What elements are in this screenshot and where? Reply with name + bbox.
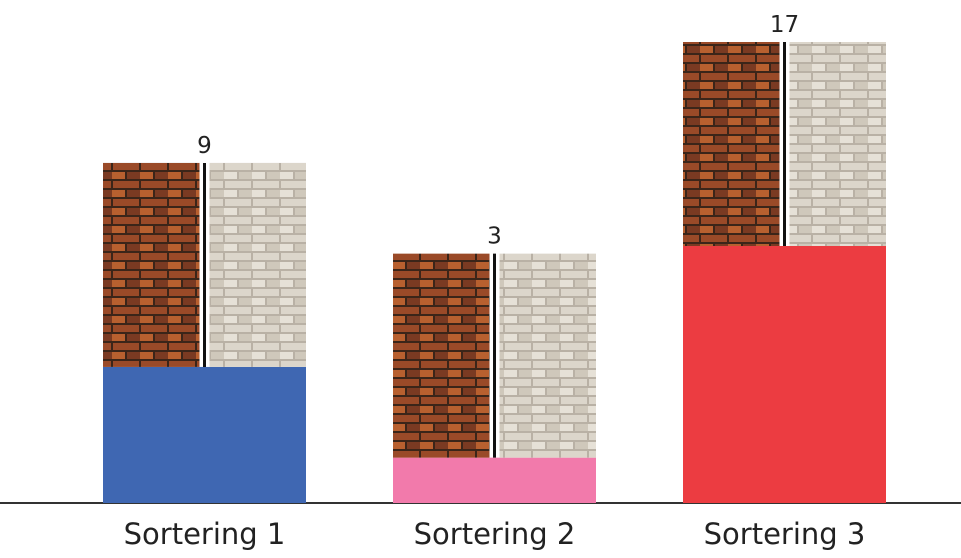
bar xyxy=(103,366,306,503)
value-label: 3 xyxy=(487,224,502,250)
brick-dark xyxy=(103,162,200,367)
brick-light xyxy=(789,42,886,246)
bar xyxy=(393,457,596,503)
bar xyxy=(683,246,886,503)
value-label: 9 xyxy=(197,133,212,159)
brick-light xyxy=(209,162,306,367)
x-tick-label: Sortering 3 xyxy=(704,517,866,551)
value-label: 17 xyxy=(770,12,799,38)
brick-dark xyxy=(683,42,780,246)
brick-light xyxy=(499,253,596,458)
x-tick-label: Sortering 1 xyxy=(124,517,286,551)
brick-dark xyxy=(393,253,490,458)
x-tick-label: Sortering 2 xyxy=(414,517,576,551)
